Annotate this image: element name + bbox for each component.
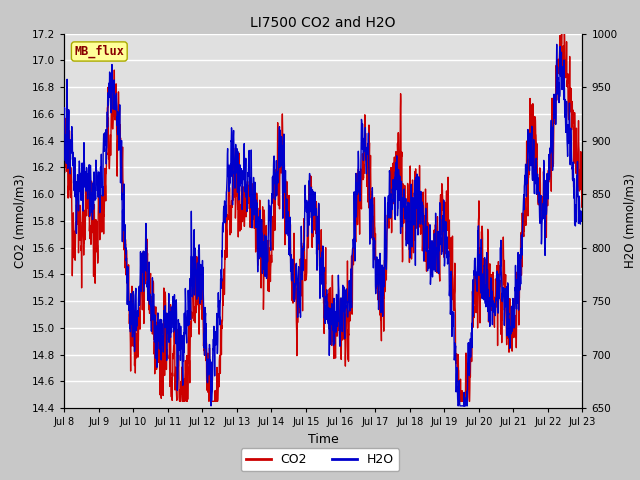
Y-axis label: CO2 (mmol/m3): CO2 (mmol/m3) — [13, 174, 26, 268]
Legend: CO2, H2O: CO2, H2O — [241, 448, 399, 471]
Text: MB_flux: MB_flux — [74, 45, 124, 58]
Title: LI7500 CO2 and H2O: LI7500 CO2 and H2O — [250, 16, 396, 30]
X-axis label: Time: Time — [308, 432, 339, 445]
Y-axis label: H2O (mmol/m3): H2O (mmol/m3) — [623, 173, 636, 268]
